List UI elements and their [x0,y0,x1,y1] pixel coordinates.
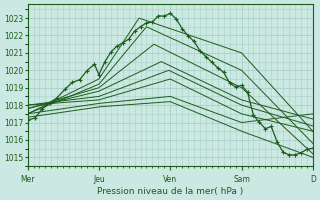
X-axis label: Pression niveau de la mer( hPa ): Pression niveau de la mer( hPa ) [97,187,244,196]
